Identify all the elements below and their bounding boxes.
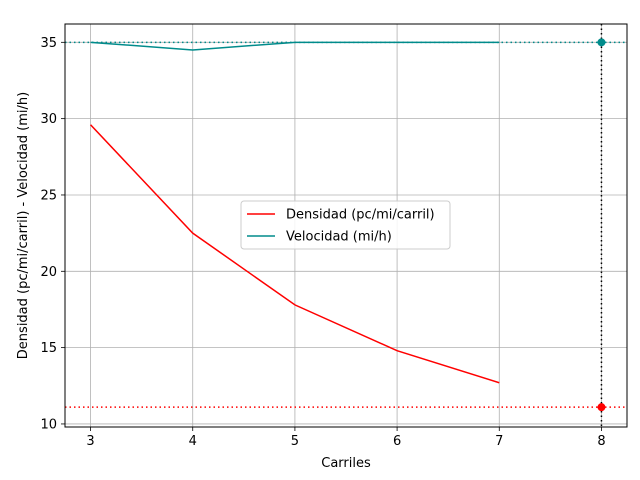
y-tick-label: 15 [40, 341, 57, 356]
series-line-velocidad [90, 41, 500, 51]
legend-box [240, 200, 451, 250]
x-tick-label: 5 [291, 434, 299, 449]
grid-layer [65, 24, 627, 427]
highlight-point-2 [597, 38, 606, 47]
tick-layer: 3 4 5 6 7 8 10 15 20 25 30 35 [40, 36, 605, 449]
y-tick-label: 10 [40, 417, 57, 432]
series-layer [89, 41, 500, 384]
y-tick-label: 35 [40, 36, 57, 51]
x-tick-label: 6 [393, 434, 401, 449]
series-line-densidad [89, 124, 500, 384]
y-tick-label: 30 [40, 112, 57, 127]
x-axis-label: Carriles [321, 456, 371, 471]
highlight-point-1 [597, 403, 606, 412]
x-tick-label: 4 [189, 434, 197, 449]
reference-lines [65, 24, 627, 427]
x-tick-label: 3 [86, 434, 94, 449]
legend-label: Densidad (pc/mi/carril) [286, 208, 435, 223]
x-tick-label: 8 [597, 434, 605, 449]
legend: Densidad (pc/mi/carril) Velocidad (mi/h) [240, 200, 451, 250]
y-tick-label: 20 [40, 265, 57, 280]
x-tick-label: 7 [495, 434, 503, 449]
legend-label: Velocidad (mi/h) [286, 230, 392, 245]
y-tick-label: 25 [40, 188, 57, 203]
plot-frame [64, 23, 628, 428]
highlight-points [597, 38, 606, 412]
y-axis-label: Densidad (pc/mi/carril) - Velocidad (mi/… [16, 92, 31, 359]
